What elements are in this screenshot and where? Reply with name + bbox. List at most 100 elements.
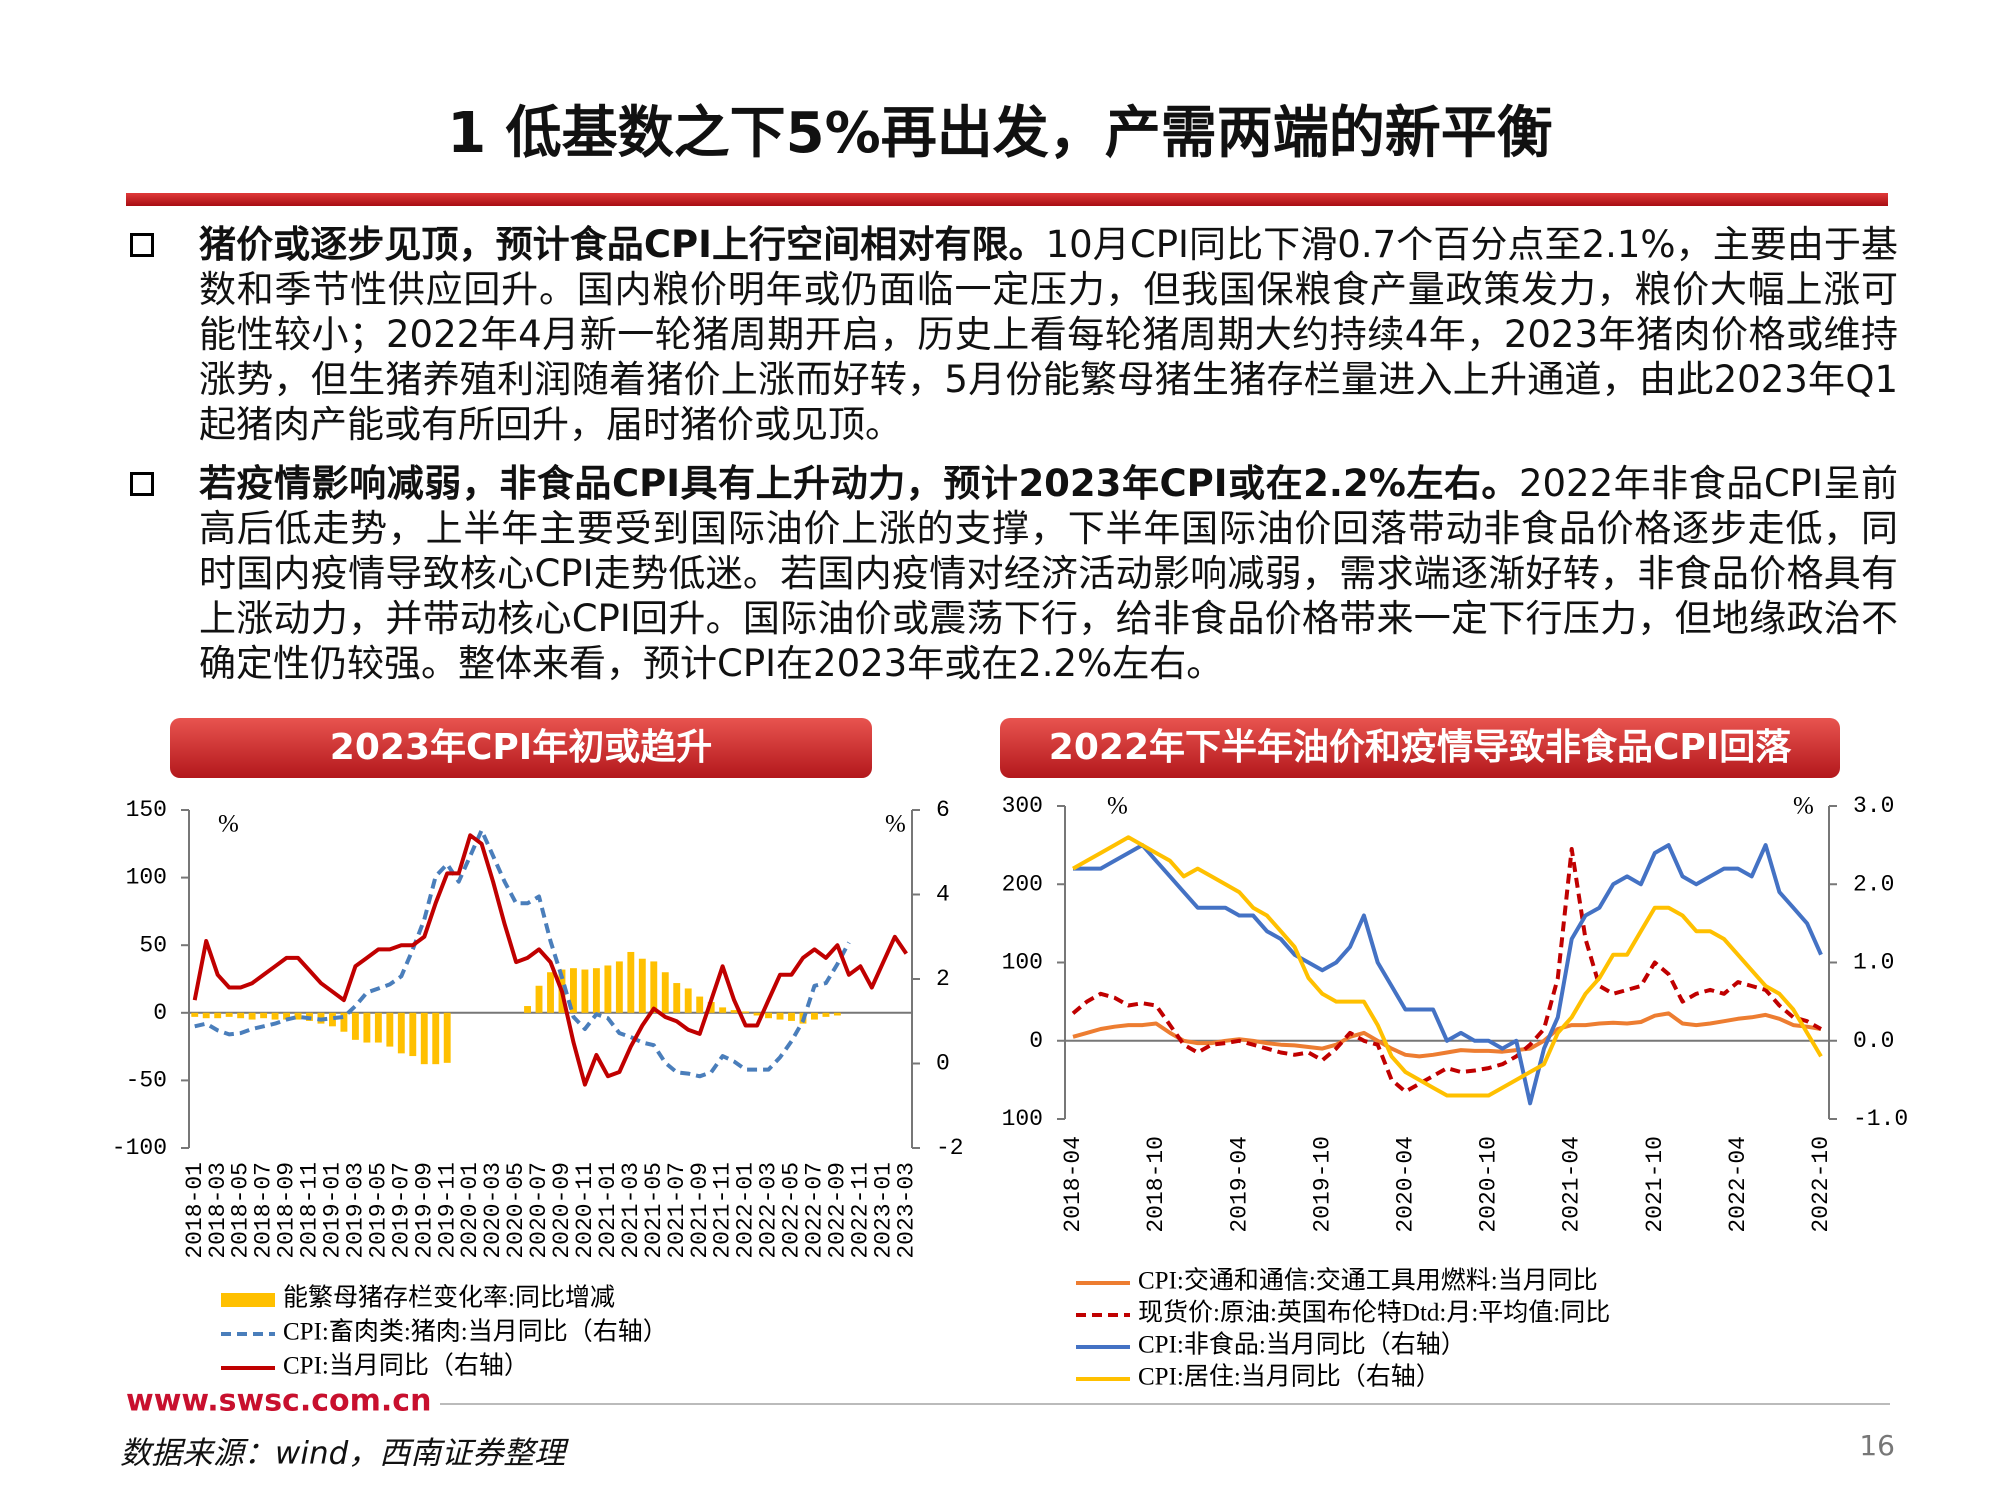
bar [615,961,623,1013]
bar [833,1012,841,1016]
legend-label: CPI:当月同比（右轴） [283,1352,529,1380]
y2-tick-label: 4 [936,882,950,908]
bar [684,988,692,1013]
chart-banner [1000,718,1840,778]
x-tick-label: 2021-05 [641,1162,667,1259]
x-tick-label: 2022-07 [802,1162,828,1259]
bar [248,1012,256,1020]
x-tick-label: 2019-05 [365,1162,391,1259]
chart-banner [170,718,872,778]
legend-label: CPI:居住:当月同比（右轴） [1138,1363,1441,1391]
x-tick-label: 2022-05 [779,1162,805,1259]
bullet-lead: 若疫情影响减弱，非食品CPI具有上升动力，预计2023年CPI或在2.2%左右。 [199,462,1519,505]
x-tick-label: 2019-01 [320,1162,346,1259]
bar [294,1012,302,1020]
legend-label: CPI:非食品:当月同比（右轴） [1138,1331,1466,1359]
bar [524,1006,531,1013]
x-tick-label: 2022-10 [1808,1136,1834,1233]
x-tick-label: 2022-11 [847,1162,873,1259]
y-unit: % [1107,793,1128,820]
bullet-lead: 猪价或逐步见顶，预计食品CPI上行空间相对有限。 [199,223,1046,266]
x-tick-label: 2020-01 [457,1162,483,1259]
x-tick-label: 2018-03 [205,1162,231,1259]
y-tick-label: 150 [126,797,167,823]
series-line [1073,843,1823,1106]
bar [202,1012,210,1019]
y2-tick-label: 1.0 [1853,950,1894,976]
y2-tick-label: 3.0 [1853,793,1894,819]
x-tick-label: 2020-07 [526,1162,552,1259]
x-tick-label: 2020-11 [572,1162,598,1259]
legend-label: CPI:畜肉类:猪肉:当月同比（右轴） [283,1318,668,1346]
bar [627,951,635,1013]
x-tick-label: 2019-11 [434,1162,460,1259]
bar [707,1001,715,1013]
bar [409,1012,417,1057]
legend-swatch [221,1293,275,1307]
bar [581,969,589,1013]
x-tick-label: 2021-04 [1559,1136,1585,1233]
bar [673,983,681,1013]
y-tick-label: 0 [153,1000,167,1026]
bullet-marker [130,233,154,257]
page-number: 16 [1859,1429,1895,1462]
x-tick-label: 2021-01 [595,1162,621,1259]
bar [191,1012,199,1017]
x-tick-label: 2020-03 [480,1162,506,1259]
x-tick-label: 2018-01 [182,1162,208,1259]
series-line [1071,847,1822,1094]
bar [283,1012,290,1020]
bar [214,1012,222,1019]
x-tick-label: 2022-09 [824,1162,850,1259]
y2-unit: % [1793,793,1814,820]
bar [753,1012,761,1016]
bar [386,1012,394,1047]
x-tick-label: 2022-04 [1725,1136,1751,1233]
y-unit: % [218,811,239,838]
y-tick-label: 100 [1002,1106,1043,1132]
bar [638,958,646,1013]
y2-tick-label: -1.0 [1853,1106,1908,1132]
bullet-marker [130,472,154,496]
series-line [194,828,851,1079]
bar [225,1012,233,1017]
x-tick-label: 2020-05 [503,1162,529,1259]
series-line [1072,1011,1822,1059]
bar [604,965,612,1013]
source-note: 数据来源：wind，西南证券整理 [120,1436,569,1472]
bar [730,1010,738,1013]
bullet-text: 2022年非食品CPI呈前高后低走势，上半年主要受到国际油价上涨的支撑，下半年国… [199,462,1898,685]
y-tick-label: 200 [1002,871,1043,897]
x-tick-label: 2023-03 [893,1162,919,1259]
x-tick-label: 2020-10 [1476,1136,1502,1233]
bar [650,961,658,1013]
x-tick-label: 2023-01 [870,1162,896,1259]
y-tick-label: 0 [1029,1028,1043,1054]
y2-tick-label: 0 [936,1051,950,1077]
bar [822,1012,830,1017]
x-tick-label: 2019-07 [388,1162,414,1259]
x-tick-label: 2018-04 [1060,1136,1086,1233]
series-line [1072,835,1823,1098]
y-tick-label: -50 [126,1067,167,1093]
bullet: 猪价或逐步见顶，预计食品CPI上行空间相对有限。10月CPI同比下滑0.7个百分… [126,222,1898,447]
x-tick-label: 2019-09 [411,1162,437,1259]
bar [432,1012,440,1065]
bar [374,1012,382,1043]
y2-tick-label: -2 [936,1135,964,1161]
bar [443,1012,451,1063]
y2-tick-label: 0.0 [1853,1028,1894,1054]
y-tick-label: -100 [112,1135,167,1161]
bar [420,1012,428,1065]
y-tick-label: 50 [139,932,167,958]
bar [340,1012,348,1032]
bar [811,1012,818,1020]
bar [788,1012,795,1021]
y-tick-label: 100 [126,865,167,891]
x-tick-label: 2019-10 [1309,1136,1335,1233]
series-line [192,833,908,1087]
x-tick-label: 2021-10 [1642,1136,1668,1233]
y2-unit: % [885,811,906,838]
x-tick-label: 2022-03 [756,1162,782,1259]
y2-tick-label: 2.0 [1853,871,1894,897]
